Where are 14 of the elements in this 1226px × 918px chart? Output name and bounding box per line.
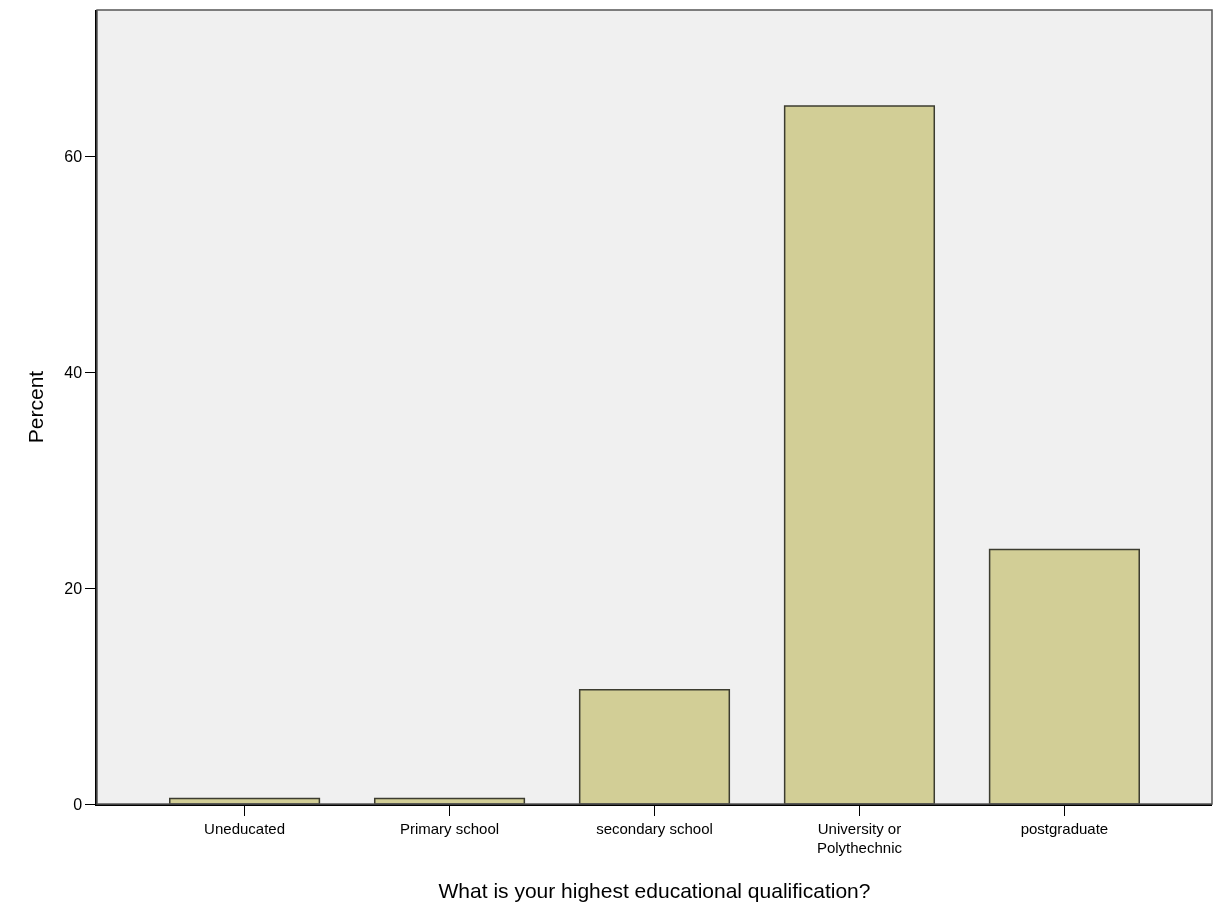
x-axis-title: What is your highest educational qualification? [438, 878, 871, 902]
bar [988, 548, 1140, 804]
bar [783, 105, 936, 804]
y-tick-label: 20 [64, 579, 83, 597]
x-tick-label: secondary school [596, 819, 713, 837]
y-axis-title: Percent [23, 370, 47, 444]
y-tick-label: 0 [73, 795, 83, 813]
x-tick-label: postgraduate [1020, 819, 1109, 837]
x-tick-label: University or Polythechnic [816, 819, 903, 857]
x-tick-label: Primary school [399, 819, 500, 837]
y-tick-label: 40 [64, 364, 83, 382]
y-tick-label: 60 [64, 148, 83, 166]
bar [578, 688, 731, 804]
x-tick-label: Uneducated [204, 819, 286, 837]
